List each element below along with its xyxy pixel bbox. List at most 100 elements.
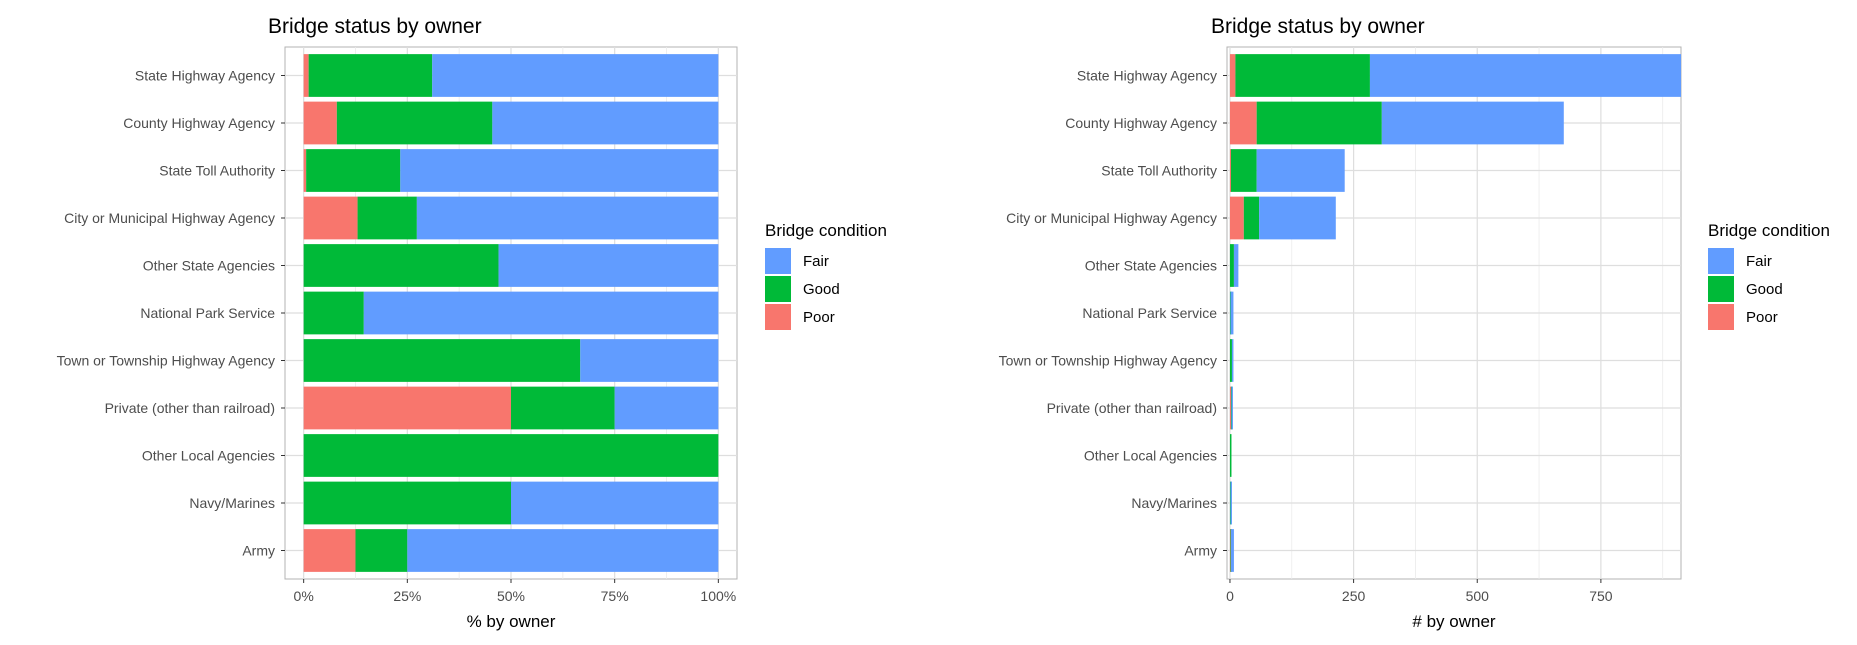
category-label: Town or Township Highway Agency (999, 353, 1217, 369)
category-label: Army (1184, 543, 1217, 559)
bar-fair (1230, 291, 1234, 335)
x-tick-label: 0% (294, 588, 314, 604)
bar-good (1230, 149, 1257, 192)
bar-poor (303, 54, 309, 97)
bar-fair (363, 291, 719, 335)
x-tick-label: 75% (601, 588, 629, 604)
bar-poor (1229, 54, 1236, 97)
bar-poor (303, 149, 307, 192)
bar-poor (1229, 101, 1257, 145)
bar-good (1256, 101, 1382, 145)
bar-fair (1233, 244, 1239, 287)
bar-good (1235, 54, 1370, 97)
bar-good (1229, 434, 1232, 477)
bar-good (306, 149, 401, 192)
chart-title: Bridge status by owner (268, 15, 482, 38)
bar-good (1229, 244, 1234, 287)
bar-fair (1231, 386, 1233, 430)
legend-swatch-poor (765, 304, 791, 330)
bar-fair (1381, 101, 1564, 145)
bar-fair (492, 101, 719, 145)
x-tick-label: 500 (1466, 588, 1490, 604)
bar-fair (614, 386, 719, 430)
bar-good (511, 386, 615, 430)
x-tick-labels: 0 250 500 750 (1223, 75, 1613, 604)
category-label: City or Municipal Highway Agency (64, 210, 275, 226)
legend-title: Bridge condition (1708, 221, 1830, 240)
x-tick-label: 100% (700, 588, 736, 604)
category-label: Army (242, 543, 275, 559)
legend: Bridge condition Fair Good Poor (1708, 221, 1830, 330)
legend-swatch-good (765, 276, 791, 302)
bar-fair (1230, 529, 1234, 572)
x-tick-labels: 0% 25% 50% 75% 100% (281, 75, 736, 604)
bar-layer (303, 54, 719, 572)
legend-title: Bridge condition (765, 221, 887, 240)
x-axis-label: % by owner (467, 612, 556, 631)
legend-swatch-good (1708, 276, 1734, 302)
bar-poor (303, 101, 337, 145)
x-tick-label: 750 (1589, 588, 1613, 604)
bar-good (355, 529, 408, 572)
bar-good (1243, 196, 1260, 240)
x-tick-label: 0 (1226, 588, 1234, 604)
legend-label: Poor (1746, 309, 1778, 326)
category-label: Private (other than railroad) (1047, 400, 1217, 416)
bar-poor (303, 196, 358, 240)
bar-fair (416, 196, 719, 240)
category-label: County Highway Agency (1065, 115, 1217, 131)
bar-fair (1259, 196, 1336, 240)
legend-swatch-fair (765, 248, 791, 274)
x-tick-label: 50% (497, 588, 525, 604)
category-label: Other Local Agencies (142, 448, 275, 464)
bar-good (308, 54, 433, 97)
legend-swatch-fair (1708, 248, 1734, 274)
category-label: National Park Service (140, 305, 275, 321)
bar-fair (400, 149, 719, 192)
bar-poor (1229, 149, 1232, 192)
legend: Bridge condition Fair Good Poor (765, 221, 887, 330)
x-axis-label: # by owner (1412, 612, 1495, 631)
category-label: State Highway Agency (135, 68, 275, 84)
category-label: Other Local Agencies (1084, 448, 1217, 464)
legend-swatch-poor (1708, 304, 1734, 330)
bar-poor (303, 386, 511, 430)
category-label: City or Municipal Highway Agency (1006, 210, 1217, 226)
bar-fair (1231, 339, 1234, 382)
category-label: State Toll Authority (1101, 163, 1217, 179)
category-label: Navy/Marines (1131, 495, 1217, 511)
category-label: County Highway Agency (123, 115, 275, 131)
percent-chart: Bridge status by owner State Highway Age… (57, 15, 887, 631)
bar-fair (511, 481, 719, 525)
x-tick-label: 25% (393, 588, 421, 604)
bar-fair (407, 529, 719, 572)
legend-label: Good (803, 281, 840, 298)
legend-label: Fair (1746, 253, 1772, 270)
category-labels: State Highway Agency County Highway Agenc… (57, 68, 276, 559)
legend-label: Poor (803, 309, 835, 326)
bar-fair (498, 244, 719, 287)
chart-title: Bridge status by owner (1211, 15, 1425, 38)
bar-fair (432, 54, 719, 97)
bar-poor (303, 529, 356, 572)
bar-good (357, 196, 417, 240)
bar-fair (1256, 149, 1345, 192)
count-chart: Bridge status by owner State Highway Age… (999, 15, 1830, 631)
bar-poor (1229, 386, 1232, 430)
category-label: Navy/Marines (189, 495, 275, 511)
category-label: Town or Township Highway Agency (57, 353, 275, 369)
bar-fair (580, 339, 719, 382)
x-tick-label: 250 (1342, 588, 1366, 604)
category-label: Other State Agencies (1085, 258, 1217, 274)
bar-good (303, 481, 511, 525)
legend-label: Fair (803, 253, 829, 270)
bar-good (303, 244, 499, 287)
bar-fair (1369, 54, 1681, 97)
category-label: Other State Agencies (143, 258, 275, 274)
bar-good (303, 291, 364, 335)
bar-good (1229, 339, 1232, 382)
bar-poor (1229, 196, 1244, 240)
bar-good (336, 101, 493, 145)
category-label: State Highway Agency (1077, 68, 1217, 84)
